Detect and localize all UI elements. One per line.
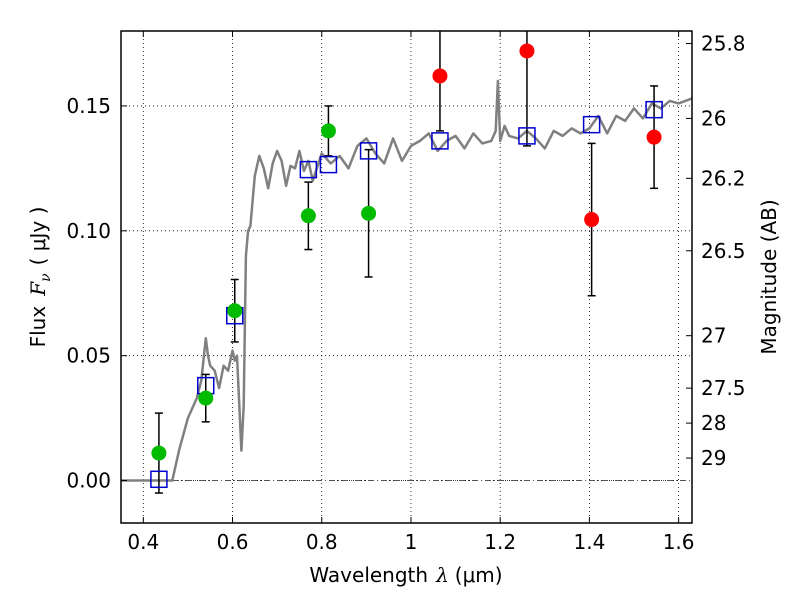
y-tick-label: 0.00 xyxy=(66,469,111,493)
circle-marker xyxy=(320,123,336,139)
circle-marker xyxy=(432,68,448,84)
right-tick-label: 26.5 xyxy=(701,239,746,263)
x-tick-label: 1 xyxy=(405,530,418,554)
circle-marker xyxy=(227,303,243,319)
x-tick-label: 0.4 xyxy=(127,530,159,554)
data-markers xyxy=(150,43,663,489)
right-tick-label: 27.5 xyxy=(701,376,746,400)
y-tick-label: 0.10 xyxy=(66,219,111,243)
y-tick-label: 0.15 xyxy=(66,94,111,118)
right-tick-labels: 25.8 26 26.2 26.5 27 27.5 28 29 xyxy=(701,31,746,470)
x-tick-labels: 0.4 0.6 0.8 1 1.2 1.4 1.6 xyxy=(127,530,694,554)
y-tick-label: 0.05 xyxy=(66,344,111,368)
x-tick-label: 1.4 xyxy=(573,530,605,554)
plot-background xyxy=(121,31,692,523)
circle-marker xyxy=(300,208,316,224)
right-tick-label: 28 xyxy=(701,411,726,435)
square-marker xyxy=(359,142,378,160)
model-spectrum-group xyxy=(121,79,693,482)
right-axis-title: Magnitude (AB) xyxy=(757,199,781,354)
circle-marker xyxy=(519,43,535,59)
x-tick-label: 1.6 xyxy=(663,530,695,554)
square-marker xyxy=(582,115,601,134)
square-marker xyxy=(431,132,449,150)
square-marker xyxy=(299,160,318,179)
right-tick-label: 25.8 xyxy=(701,31,746,55)
x-tick-label: 0.6 xyxy=(217,530,249,554)
right-tick-label: 26.2 xyxy=(701,166,746,190)
circle-marker xyxy=(198,390,214,406)
tick-marks xyxy=(121,31,692,523)
circle-marker xyxy=(646,129,662,145)
square-marker xyxy=(645,100,663,119)
y-tick-labels: 0.00 0.05 0.10 0.15 xyxy=(66,94,111,493)
model-spectrum-line xyxy=(121,79,693,482)
right-tick-label: 29 xyxy=(701,446,726,470)
right-tick-label: 26 xyxy=(701,106,726,130)
y-axis-title: FluxFν( μJy ) xyxy=(26,207,54,348)
circle-marker xyxy=(151,445,167,461)
circle-marker xyxy=(584,212,600,228)
x-axis-title: Wavelength λ (μm) xyxy=(309,563,502,587)
plot-frame xyxy=(120,30,693,524)
square-marker xyxy=(518,127,536,145)
square-marker xyxy=(319,155,338,174)
square-marker xyxy=(150,470,168,489)
circle-marker xyxy=(361,205,377,221)
x-tick-label: 0.8 xyxy=(306,530,338,554)
x-tick-label: 1.2 xyxy=(484,530,516,554)
right-tick-label: 27 xyxy=(701,324,726,348)
